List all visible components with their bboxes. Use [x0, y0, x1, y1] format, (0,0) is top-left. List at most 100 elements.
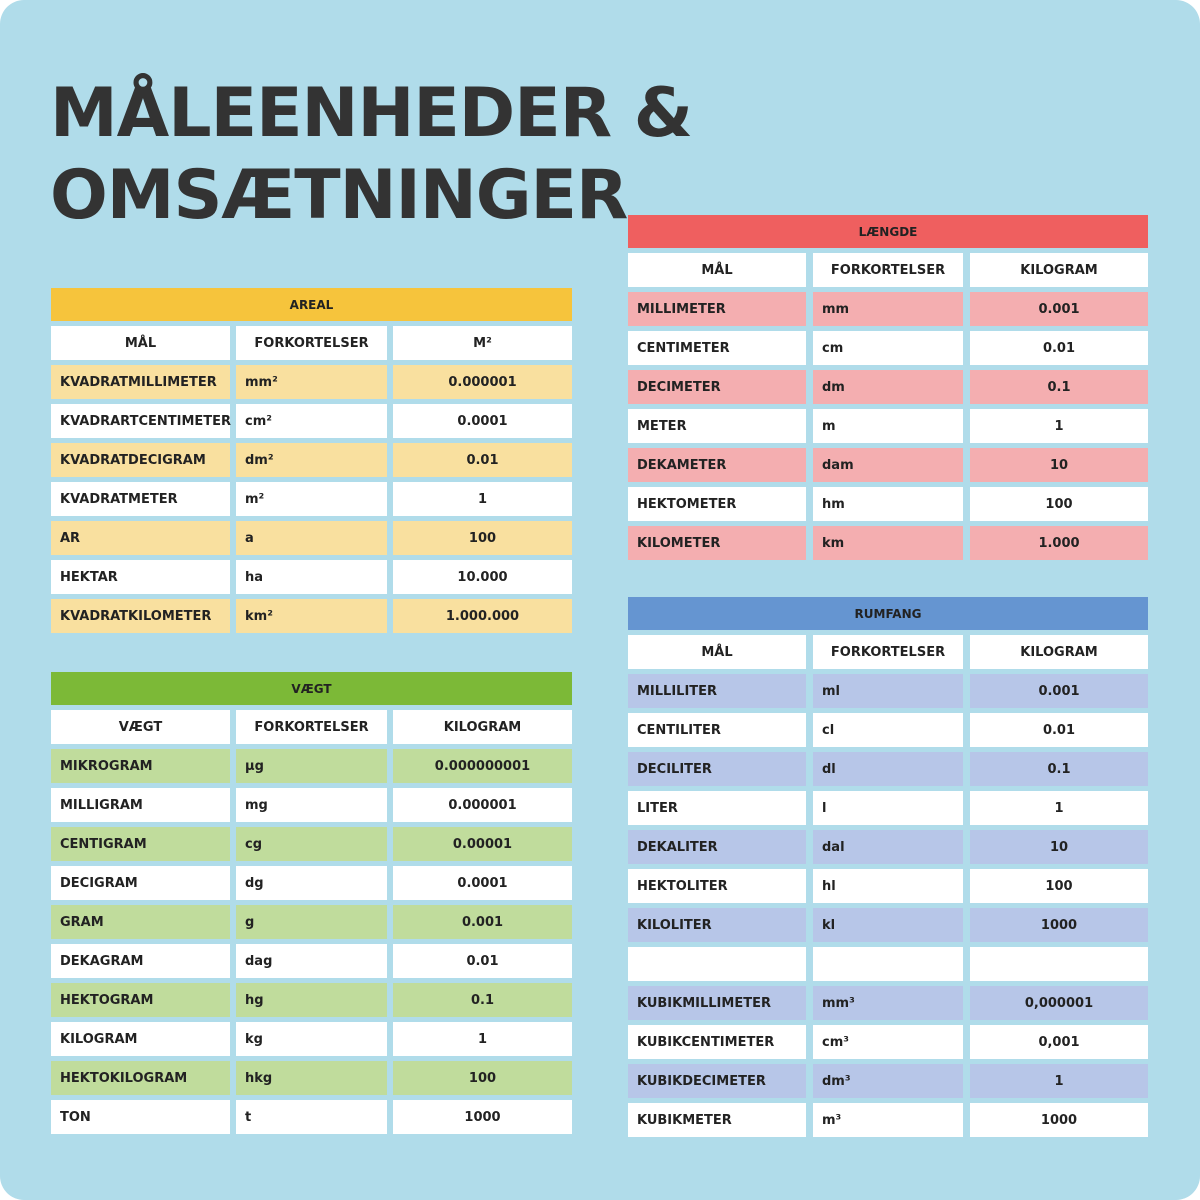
column-header: FORKORTELSER	[236, 710, 387, 744]
column-header: FORKORTELSER	[813, 635, 963, 669]
table-cell: KVADRATMETER	[51, 482, 230, 516]
table-cell: 1	[970, 409, 1148, 443]
table-cell: km	[813, 526, 963, 560]
table-cell: 100	[393, 521, 572, 555]
table-cell: DECIMETER	[628, 370, 806, 404]
table-cell: 1.000	[970, 526, 1148, 560]
table-cell: µg	[236, 749, 387, 783]
table-cell: 100	[393, 1061, 572, 1095]
table-cell: l	[813, 791, 963, 825]
table-cell: 0.1	[970, 752, 1148, 786]
table-cell: CENTILITER	[628, 713, 806, 747]
table-cell: 1.000.000	[393, 599, 572, 633]
table-cell: KVADRATKILOMETER	[51, 599, 230, 633]
column-header: MÅL	[51, 326, 230, 360]
table-cell: TON	[51, 1100, 230, 1134]
table-title: RUMFANG	[628, 597, 1148, 630]
table-cell: 1	[970, 1064, 1148, 1098]
table-cell: hkg	[236, 1061, 387, 1095]
table-cell: KVADRATDECIGRAM	[51, 443, 230, 477]
table-cell: 1	[970, 791, 1148, 825]
table-cell: g	[236, 905, 387, 939]
title-line: OMSÆTNINGER	[50, 156, 628, 235]
table-cell: HEKTOLITER	[628, 869, 806, 903]
table-cell: 1	[393, 1022, 572, 1056]
table-cell: CENTIMETER	[628, 331, 806, 365]
blank-cell	[970, 947, 1148, 981]
table-cell: dal	[813, 830, 963, 864]
table-cell: a	[236, 521, 387, 555]
table-cell: CENTIGRAM	[51, 827, 230, 861]
table-cell: hl	[813, 869, 963, 903]
table-cell: DEKAMETER	[628, 448, 806, 482]
table-cell: dl	[813, 752, 963, 786]
column-header: KILOGRAM	[970, 635, 1148, 669]
table-cell: MIKROGRAM	[51, 749, 230, 783]
table-cell: MILLIMETER	[628, 292, 806, 326]
table-cell: HEKTOKILOGRAM	[51, 1061, 230, 1095]
table-cell: DECIGRAM	[51, 866, 230, 900]
table-cell: mm	[813, 292, 963, 326]
table-cell: cg	[236, 827, 387, 861]
table-cell: 0.01	[970, 713, 1148, 747]
column-header: VÆGT	[51, 710, 230, 744]
table-cell: 0.01	[970, 331, 1148, 365]
table-cell: HEKTAR	[51, 560, 230, 594]
table-cell: KUBIKMILLIMETER	[628, 986, 806, 1020]
table-cell: cm	[813, 331, 963, 365]
table-cell: t	[236, 1100, 387, 1134]
column-header: KILOGRAM	[393, 710, 572, 744]
table-cell: 1000	[970, 908, 1148, 942]
table-cell: 0,001	[970, 1025, 1148, 1059]
blank-cell	[813, 947, 963, 981]
table-cell: MILLILITER	[628, 674, 806, 708]
table-cell: KILOMETER	[628, 526, 806, 560]
table-title: LÆNGDE	[628, 215, 1148, 248]
table-cell: dam	[813, 448, 963, 482]
table-cell: DEKAGRAM	[51, 944, 230, 978]
table-cell: 0.1	[393, 983, 572, 1017]
table-cell: 10.000	[393, 560, 572, 594]
table-cell: KILOGRAM	[51, 1022, 230, 1056]
table-cell: METER	[628, 409, 806, 443]
table-cell: 0,000001	[970, 986, 1148, 1020]
table-cell: AR	[51, 521, 230, 555]
table-cell: dag	[236, 944, 387, 978]
table-cell: GRAM	[51, 905, 230, 939]
table-cell: kl	[813, 908, 963, 942]
table-cell: hm	[813, 487, 963, 521]
column-header: M²	[393, 326, 572, 360]
table-cell: cl	[813, 713, 963, 747]
table-cell: 1000	[970, 1103, 1148, 1137]
table-cell: 0.000000001	[393, 749, 572, 783]
table-cell: 1000	[393, 1100, 572, 1134]
table-cell: mg	[236, 788, 387, 822]
table-cell: KUBIKDECIMETER	[628, 1064, 806, 1098]
table-cell: 10	[970, 830, 1148, 864]
title-line: MÅLEENHEDER &	[50, 74, 693, 153]
table-cell: KUBIKMETER	[628, 1103, 806, 1137]
table-cell: dm²	[236, 443, 387, 477]
table-cell: ml	[813, 674, 963, 708]
table-cell: DECILITER	[628, 752, 806, 786]
table-cell: 0.001	[393, 905, 572, 939]
table-cell: 0.001	[970, 674, 1148, 708]
table-cell: 10	[970, 448, 1148, 482]
table-title: VÆGT	[51, 672, 572, 705]
table-cell: KVADRARTCENTIMETER	[51, 404, 231, 438]
table-cell: mm²	[236, 365, 387, 399]
table-cell: MILLIGRAM	[51, 788, 230, 822]
table-cell: km²	[236, 599, 387, 633]
table-cell: dm	[813, 370, 963, 404]
table-cell: 0.01	[393, 443, 572, 477]
table-cell: KILOLITER	[628, 908, 806, 942]
column-header: KILOGRAM	[970, 253, 1148, 287]
table-cell: HEKTOMETER	[628, 487, 806, 521]
table-cell: 0.1	[970, 370, 1148, 404]
table-cell: KVADRATMILLIMETER	[51, 365, 230, 399]
table-cell: 100	[970, 869, 1148, 903]
table-cell: KUBIKCENTIMETER	[628, 1025, 806, 1059]
table-cell: DEKALITER	[628, 830, 806, 864]
table-cell: HEKTOGRAM	[51, 983, 230, 1017]
